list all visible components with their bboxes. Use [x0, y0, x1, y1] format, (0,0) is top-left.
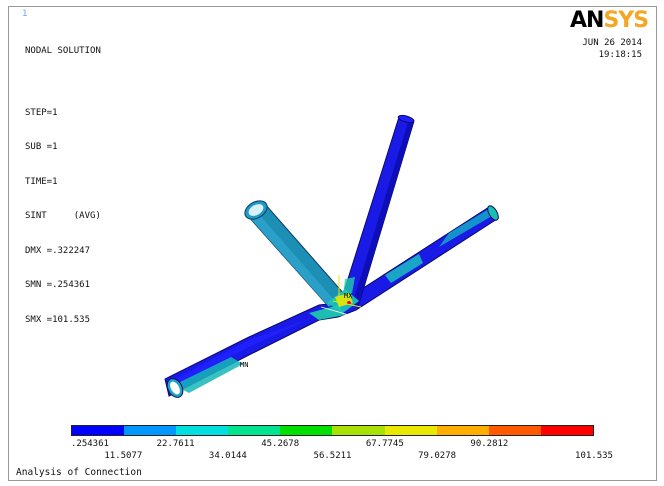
left-brace-tube: [244, 200, 346, 308]
info-sub: SUB =1: [25, 142, 58, 152]
contour-legend-labels: .254361 22.7611 45.2678 67.7745 90.2812 11.50…: [9, 439, 658, 463]
time-text: 19:18:15: [598, 49, 642, 60]
legend-label: 79.0278: [418, 451, 457, 461]
window-number: 1: [22, 9, 28, 19]
info-smx: SMX =101.535: [25, 314, 91, 325]
legend-label: 101.535: [575, 451, 613, 461]
legend-band: [384, 426, 437, 435]
info-result: SINT (AVG): [25, 211, 101, 221]
legend-band: [124, 426, 177, 435]
joint-region: MX MN: [240, 275, 362, 369]
legend-band: [540, 426, 593, 435]
right-brace-tube: [340, 114, 415, 308]
tube-model-view[interactable]: MX MN: [9, 7, 656, 480]
mx-label: MX: [344, 292, 353, 300]
legend-label: 56.5211: [313, 451, 352, 461]
legend-label: 22.7611: [156, 439, 195, 449]
main-tube: [164, 205, 499, 398]
legend-label: .254361: [71, 439, 109, 449]
legend-band: [72, 426, 125, 435]
legend-label: 67.7745: [365, 439, 404, 449]
date-text: JUN 26 2014: [582, 38, 642, 48]
legend-band: [280, 426, 333, 435]
legend-band: [332, 426, 385, 435]
info-smn: SMN =.254361: [25, 280, 91, 290]
legend-band: [488, 426, 541, 435]
legend-label: 11.5077: [104, 451, 143, 461]
graphics-window: 1 NODAL SOLUTION STEP=1 SUB =1 TIME=1 SI…: [8, 6, 657, 481]
legend-band: [176, 426, 229, 435]
timestamp: JUN 26 2014 19:18:15: [582, 38, 642, 61]
legend-label: 45.2678: [261, 439, 300, 449]
info-title: NODAL SOLUTION: [25, 46, 101, 56]
mn-label: MN: [240, 361, 248, 369]
info-dmx: DMX =.322247: [25, 245, 91, 256]
solution-info: NODAL SOLUTION STEP=1 SUB =1 TIME=1 SINT…: [25, 23, 101, 349]
plot-caption: Analysis of Connection: [16, 467, 142, 478]
ansys-logo: ANSYS: [570, 8, 649, 33]
legend-band: [436, 426, 489, 435]
legend-label: 90.2812: [470, 439, 509, 449]
contour-legend-bar: [71, 425, 594, 436]
info-time: TIME=1: [25, 176, 58, 187]
legend-band: [228, 426, 281, 435]
info-step: STEP=1: [25, 107, 58, 118]
legend-label: 34.0144: [208, 451, 247, 461]
